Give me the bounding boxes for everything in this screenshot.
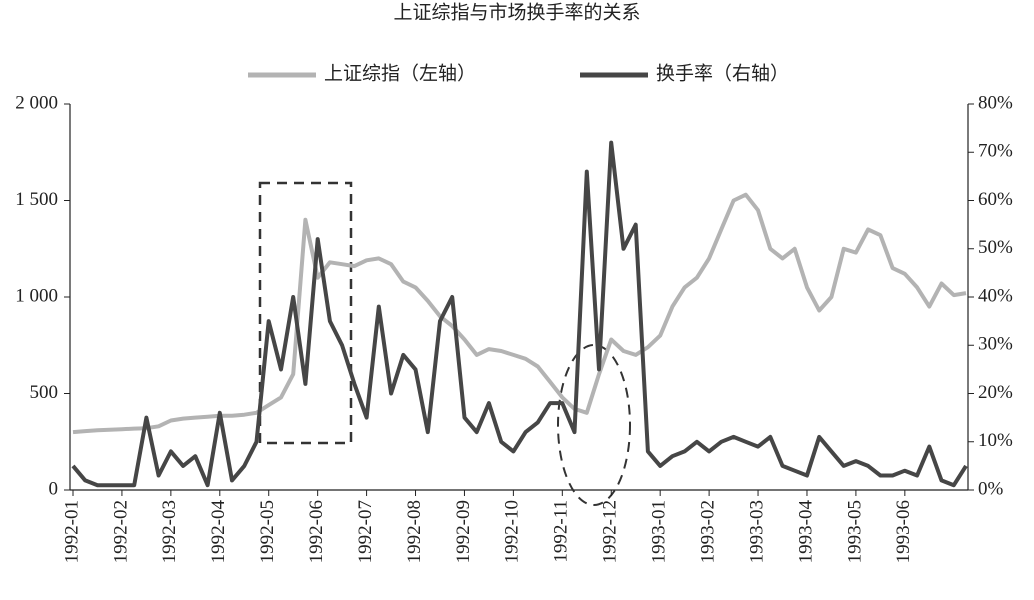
y-tick-label: 2 000: [15, 92, 58, 113]
x-tick-label: 1993-02: [697, 500, 718, 563]
series-line: [71, 140, 968, 488]
y-tick-label: 1 500: [15, 189, 58, 210]
y2-tick-label: 60%: [978, 189, 1013, 210]
x-tick-label: 1993-03: [746, 500, 767, 563]
x-tick-label: 1992-01: [61, 500, 82, 563]
x-tick-label: 1992-08: [404, 500, 425, 563]
y2-tick-label: 80%: [978, 92, 1013, 113]
chart-title: 上证综指与市场换手率的关系: [393, 1, 640, 23]
x-tick-label: 1992-07: [355, 500, 376, 563]
x-tick-label: 1993-05: [844, 500, 865, 563]
legend-label: 上证综指（左轴）: [324, 62, 476, 84]
x-tick-label: 1992-02: [110, 500, 131, 563]
x-tick-label: 1992-09: [453, 500, 474, 563]
x-tick-label: 1992-12: [600, 500, 621, 563]
highlight-box: [258, 181, 353, 445]
y2-tick-label: 40%: [978, 285, 1013, 306]
y-tick-label: 0: [49, 478, 59, 499]
x-tick-label: 1992-06: [306, 500, 327, 563]
y-tick-label: 1 000: [15, 285, 58, 306]
y2-tick-label: 20%: [978, 382, 1013, 403]
series-line: [72, 192, 967, 435]
y-tick-label: 500: [30, 382, 59, 403]
x-tick-label: 1992-05: [257, 500, 278, 563]
highlight-ellipse: [557, 344, 631, 506]
y2-tick-label: 70%: [978, 141, 1013, 162]
y2-tick-label: 30%: [978, 334, 1013, 355]
x-tick-label: 1992-03: [159, 500, 180, 563]
y2-tick-label: 0%: [978, 478, 1004, 499]
x-tick-label: 1993-06: [893, 500, 914, 563]
legend-label: 换手率（右轴）: [656, 62, 789, 84]
x-tick-label: 1992-04: [208, 500, 229, 564]
x-tick-label: 1992-11: [551, 500, 572, 563]
x-tick-label: 1992-10: [502, 500, 523, 563]
y2-tick-label: 10%: [978, 430, 1013, 451]
x-tick-label: 1993-04: [795, 500, 816, 564]
x-tick-label: 1993-01: [649, 500, 670, 563]
y2-tick-label: 50%: [978, 237, 1013, 258]
